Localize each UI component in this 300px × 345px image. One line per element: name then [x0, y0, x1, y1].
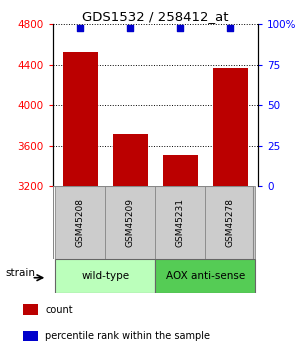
Text: GSM45209: GSM45209	[126, 198, 135, 247]
Text: strain: strain	[5, 268, 35, 277]
Text: count: count	[45, 305, 73, 315]
Bar	[155, 259, 256, 293]
Bar	[105, 186, 155, 259]
Point	[128, 26, 133, 31]
Bar	[55, 259, 155, 293]
Point	[228, 26, 233, 31]
Bar	[23, 304, 38, 315]
Bar	[163, 155, 198, 186]
Bar	[62, 51, 98, 186]
Text: wild-type: wild-type	[81, 271, 129, 281]
Text: GSM45208: GSM45208	[76, 198, 85, 247]
Bar	[155, 186, 206, 259]
Bar	[55, 186, 105, 259]
Text: GSM45278: GSM45278	[226, 198, 235, 247]
Bar	[23, 331, 38, 341]
Point	[178, 26, 183, 31]
Text: AOX anti-sense: AOX anti-sense	[166, 271, 245, 281]
Bar	[112, 134, 148, 186]
Bar	[206, 186, 256, 259]
Text: percentile rank within the sample: percentile rank within the sample	[45, 331, 210, 341]
Text: GSM45231: GSM45231	[176, 198, 185, 247]
Title: GDS1532 / 258412_at: GDS1532 / 258412_at	[82, 10, 229, 23]
Bar	[213, 68, 248, 186]
Point	[78, 26, 82, 31]
